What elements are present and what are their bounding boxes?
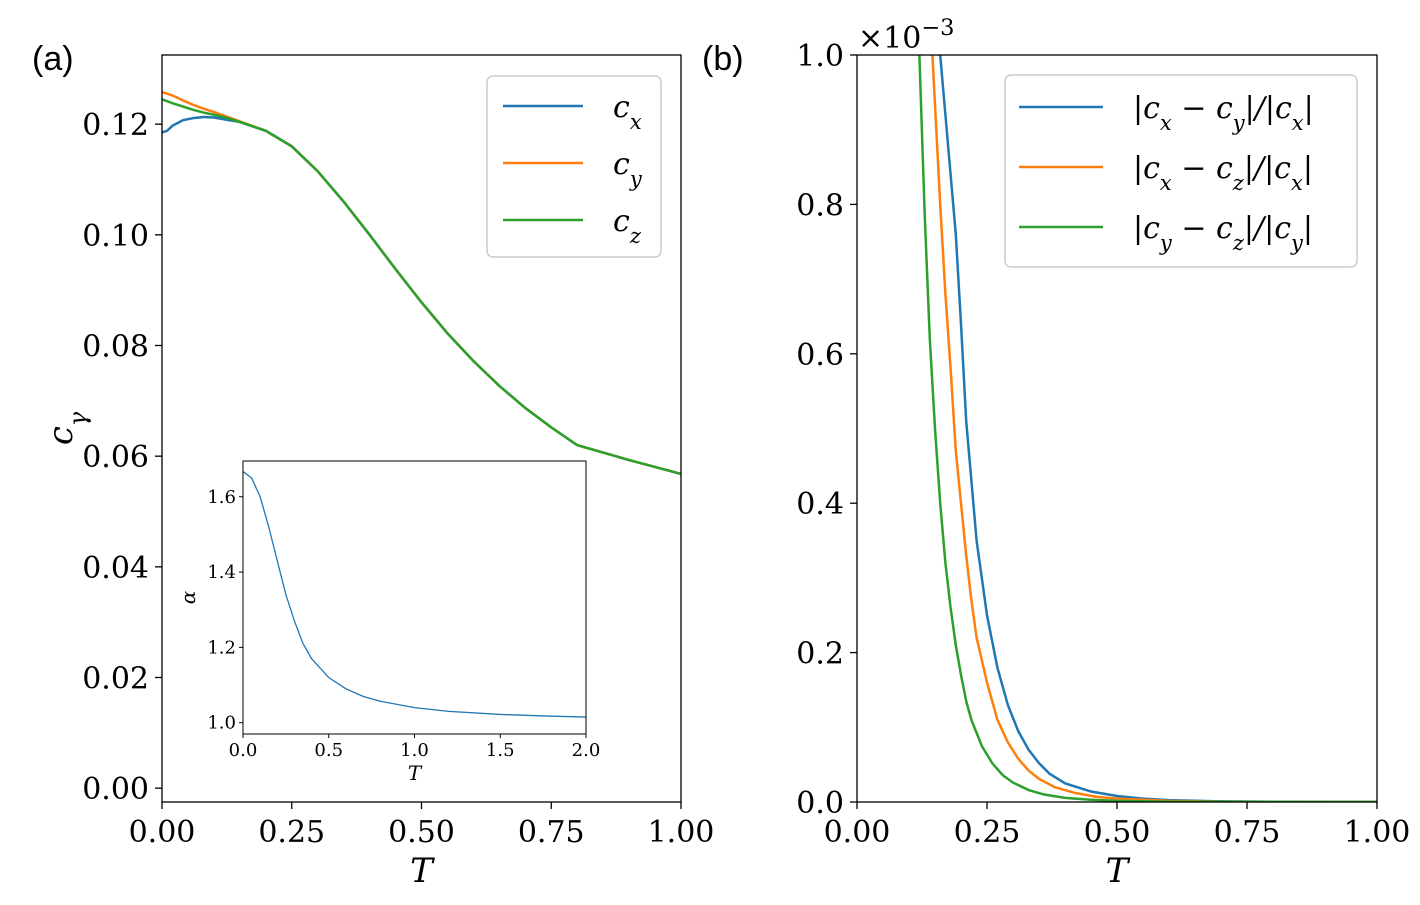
x-tick-label-a-4: 1.00 <box>648 815 715 850</box>
panel-a: 0.00 0.25 0.50 0.75 1.00 0.00 0.02 0.04 0.06 0.08… <box>41 54 715 891</box>
x-tick-label-a-inset-2: 1.0 <box>400 740 429 761</box>
y-tick-label-a-inset-2: 1.4 <box>207 562 236 583</box>
legend-entry-a-2: cz <box>613 204 642 248</box>
legend-entry-b-1: |cx − cz|/|cx| <box>1133 151 1313 195</box>
panel-label-a: (a) <box>32 40 74 78</box>
panel-label-b: (b) <box>702 40 744 78</box>
series-line-a-2 <box>162 98 681 476</box>
y-tick-label-b-1: 0.2 <box>796 637 844 672</box>
series-line-b-2 <box>918 55 1377 802</box>
series-line-a-inset-0 <box>243 471 586 718</box>
x-axis-label-a: T <box>410 851 435 891</box>
x-tick-label-a-inset-4: 2.0 <box>572 740 601 761</box>
x-tick-label-a-2: 0.50 <box>388 815 455 850</box>
y-tick-label-a-1: 0.02 <box>82 662 149 697</box>
y-multiplier-label: ×10−3 <box>858 15 954 56</box>
legend-entry-b-0: |cx − cy|/|cx| <box>1133 91 1314 135</box>
legend-entry-a-0: cx <box>613 90 642 134</box>
y-tick-label-a-6: 0.12 <box>82 108 149 143</box>
series-line-b-1 <box>931 55 1377 802</box>
y-tick-label-b-5: 1.0 <box>796 39 844 74</box>
legend-entry-a-1: cy <box>613 147 643 191</box>
legend-b <box>1004 74 1358 268</box>
x-tick-label-b-3: 0.75 <box>1214 815 1281 850</box>
x-tick-label-b-0: 0.00 <box>824 815 891 850</box>
y-tick-label-a-inset-3: 1.6 <box>207 487 236 508</box>
x-tick-label-a-1: 0.25 <box>258 815 325 850</box>
x-tick-label-a-3: 0.75 <box>518 815 585 850</box>
x-tick-label-a-inset-1: 0.5 <box>314 740 343 761</box>
y-tick-label-a-5: 0.10 <box>82 219 149 254</box>
x-tick-label-b-1: 0.25 <box>954 815 1021 850</box>
x-tick-label-b-4: 1.00 <box>1344 815 1411 850</box>
panel-a-inset: 0.0 0.5 1.0 1.5 2.0 1.0 1.2 1.4 1.6 Tα <box>176 460 601 785</box>
legend-entry-b-2: |cy − cz|/|cy| <box>1133 211 1313 255</box>
y-tick-label-a-0: 0.00 <box>82 772 149 807</box>
panel-b: 0.00 0.25 0.50 0.75 1.00 0.0 0.2 0.4 0.6 0.8 1.0 T |… <box>796 15 1410 891</box>
legend-a <box>486 75 662 258</box>
x-tick-label-b-2: 0.50 <box>1084 815 1151 850</box>
y-tick-label-a-2: 0.04 <box>82 551 149 586</box>
x-axis-label-a-inset: T <box>408 761 423 785</box>
y-tick-label-a-inset-0: 1.0 <box>207 713 236 734</box>
y-axis-label-a-inset: α <box>176 590 200 604</box>
x-axis-label-b: T <box>1106 851 1131 891</box>
y-tick-label-b-0: 0.0 <box>796 786 844 821</box>
y-tick-label-b-4: 0.8 <box>796 188 844 223</box>
y-tick-label-a-inset-1: 1.2 <box>207 637 236 658</box>
y-axis-label-a: cγ <box>41 411 92 445</box>
x-tick-label-a-inset-3: 1.5 <box>486 740 515 761</box>
y-tick-label-a-3: 0.06 <box>82 440 149 475</box>
x-tick-label-a-inset-0: 0.0 <box>229 740 258 761</box>
y-tick-label-a-4: 0.08 <box>82 330 149 365</box>
y-tick-label-b-3: 0.6 <box>796 338 844 373</box>
y-tick-label-b-2: 0.4 <box>796 487 844 522</box>
x-tick-label-a-0: 0.00 <box>129 815 196 850</box>
